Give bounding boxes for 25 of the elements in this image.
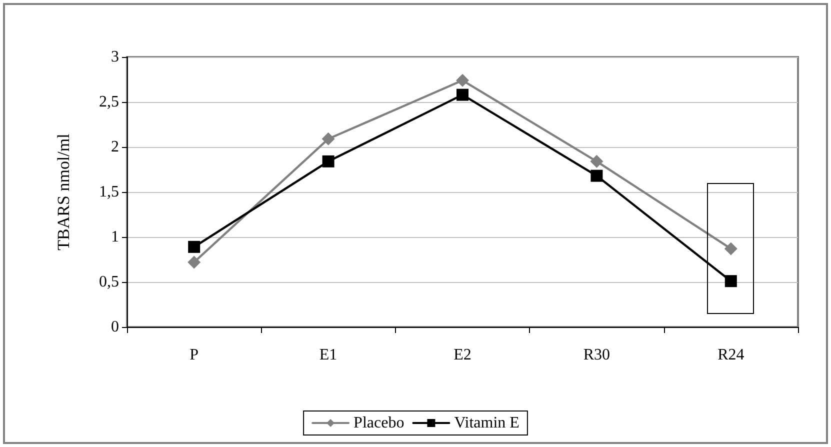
point	[188, 240, 200, 253]
y-tick-label: 2	[111, 138, 119, 156]
x-tick-label: R30	[583, 346, 610, 364]
point	[322, 155, 334, 168]
x-tick-label: E1	[319, 346, 338, 364]
x-tick-label: E2	[454, 346, 472, 364]
y-tick-label: 3	[111, 48, 119, 66]
point	[724, 275, 737, 288]
y-tick-label: 1,5	[99, 184, 119, 200]
x-tick-label: P	[190, 346, 199, 364]
legend-label: Vitamin E	[454, 414, 520, 432]
y-tick-label: 0	[111, 318, 119, 336]
point	[456, 74, 469, 87]
legend-label: Placebo	[354, 414, 404, 432]
point	[724, 242, 738, 256]
point	[590, 154, 604, 168]
point	[188, 256, 201, 269]
y-tick-label: 2,5	[99, 94, 119, 110]
x-tick-label: R24	[718, 346, 744, 364]
point	[590, 170, 603, 182]
y-axis-title: TBARS nmol/ml	[54, 133, 73, 250]
y-tick-label: 0,5	[99, 274, 119, 290]
y-tick-label: 1	[111, 228, 119, 246]
point	[322, 132, 335, 146]
point	[456, 88, 468, 101]
